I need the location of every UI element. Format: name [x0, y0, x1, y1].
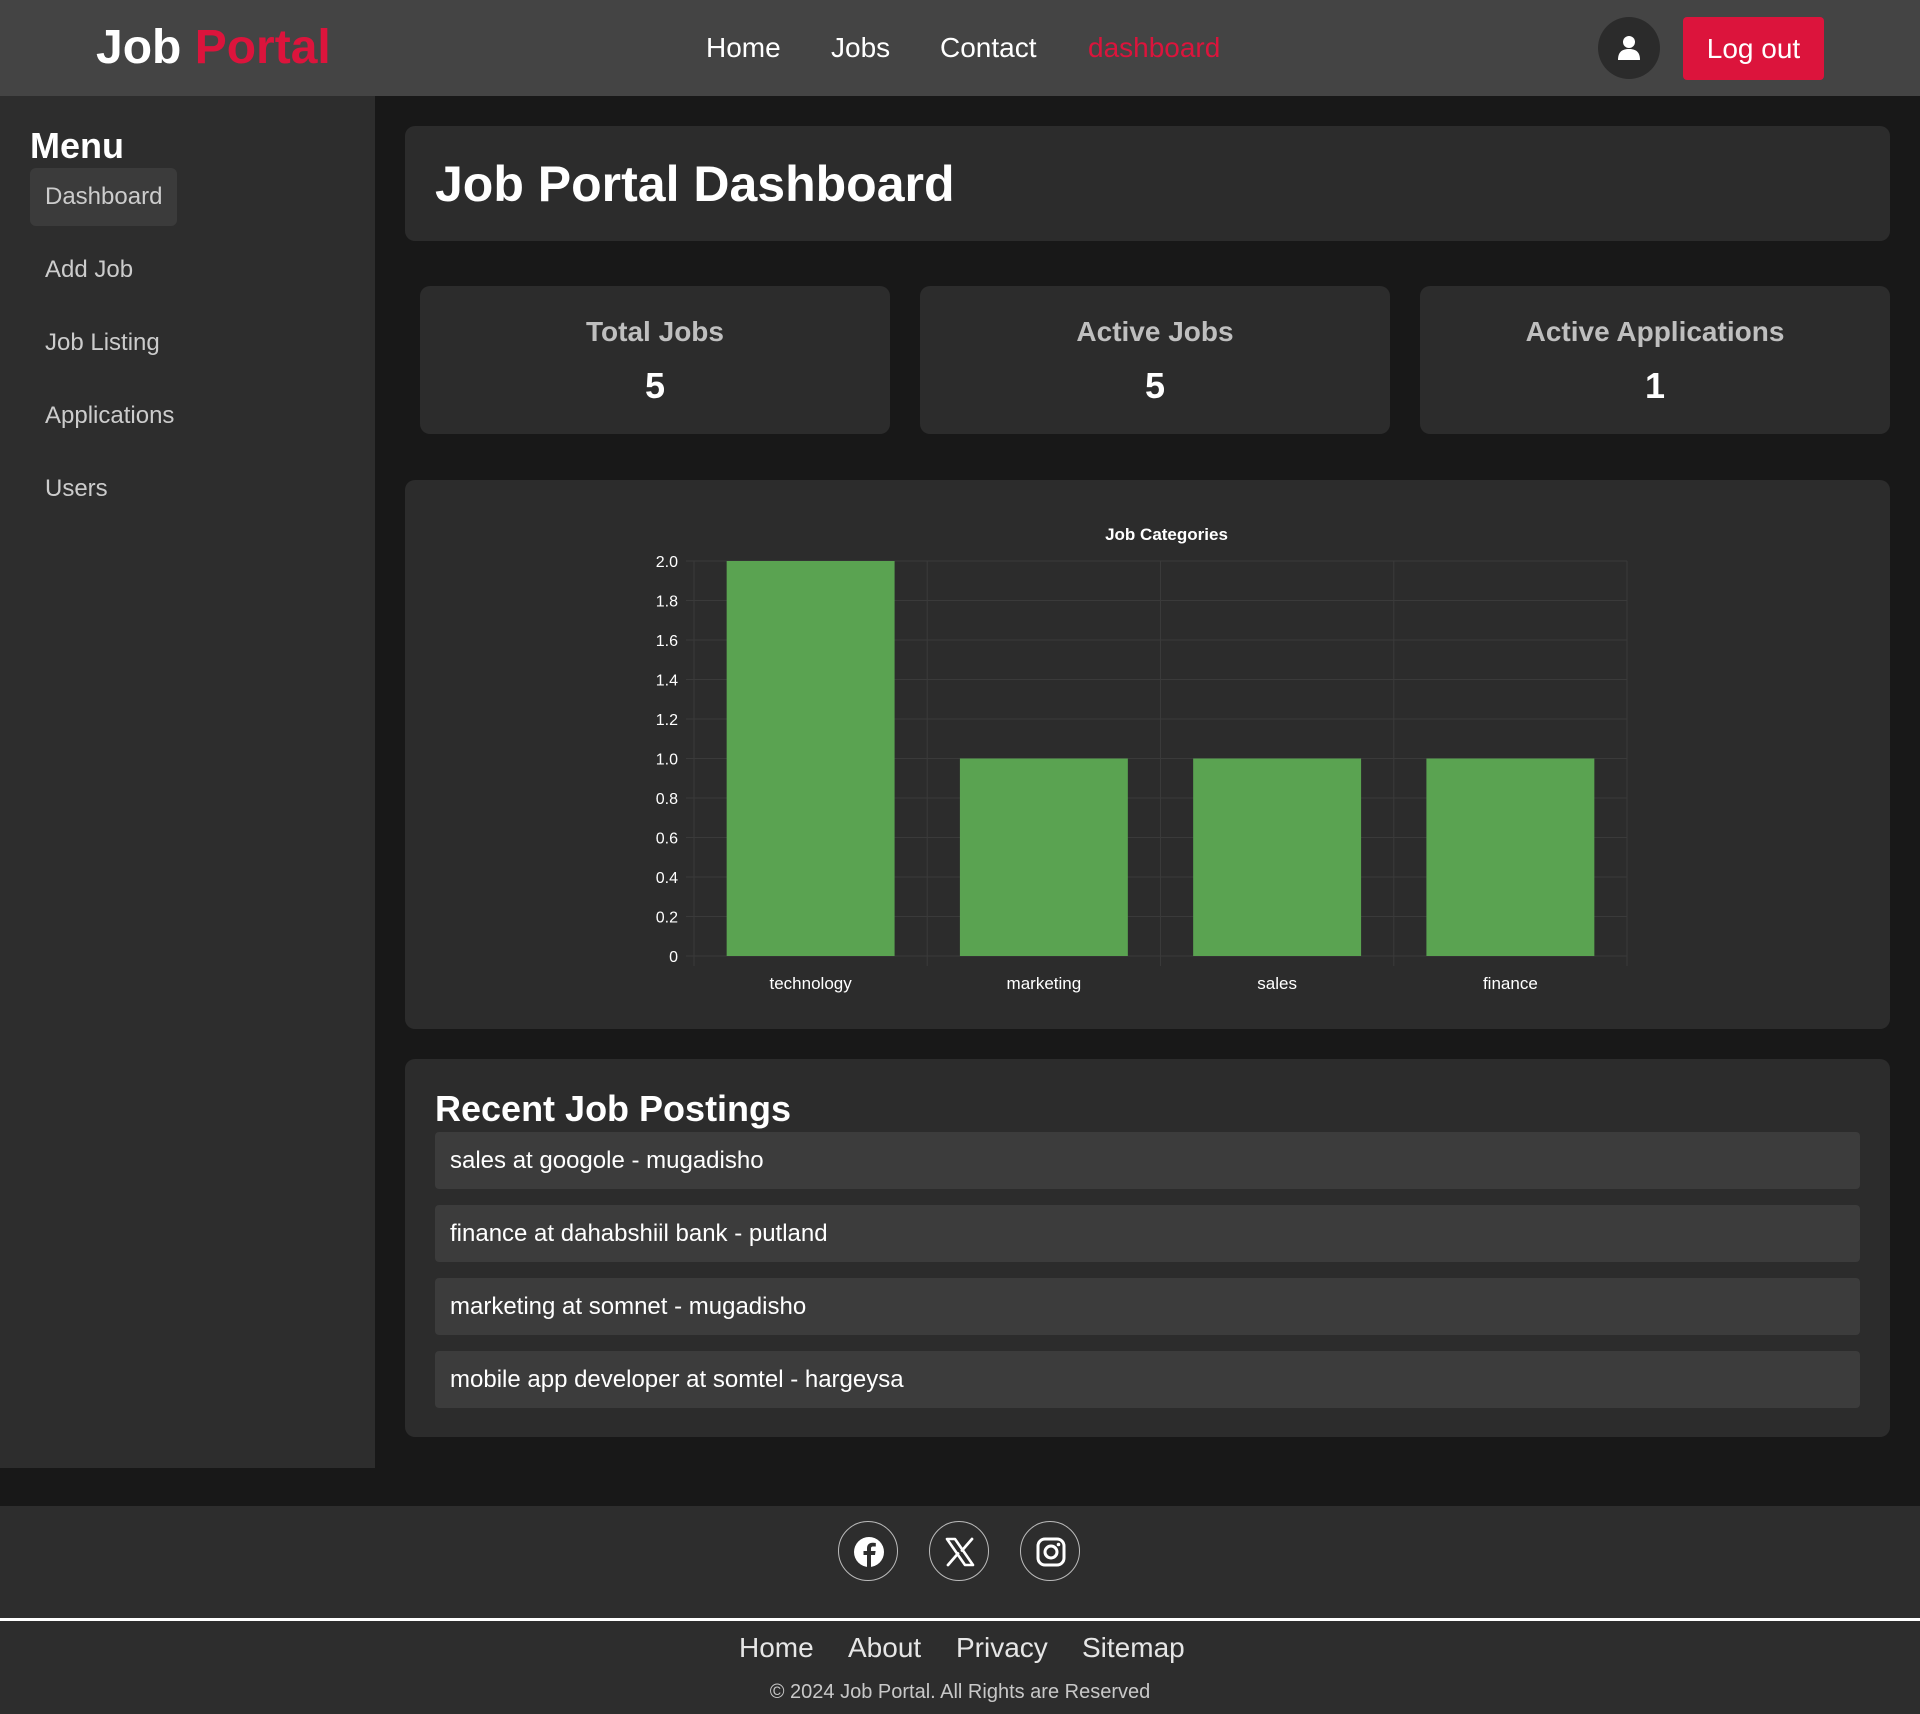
y-tick-label: 0.8 — [656, 791, 678, 808]
stat-label: Active Jobs — [1076, 316, 1234, 347]
stat-card-total-jobs: Total Jobs 5 — [420, 286, 890, 434]
sidebar-item-add-job[interactable]: Add Job — [45, 256, 134, 283]
dashboard-header-panel: Job Portal Dashboard — [405, 126, 1890, 241]
nav-jobs[interactable]: Jobs — [831, 32, 891, 63]
y-tick-label: 0.2 — [656, 910, 678, 927]
y-tick-label: 1.6 — [656, 633, 678, 650]
instagram-link[interactable] — [1020, 1521, 1080, 1581]
y-tick-label: 2.0 — [656, 554, 678, 571]
sidebar-item-dashboard[interactable]: Dashboard — [30, 168, 178, 226]
sidebar-item-applications[interactable]: Applications — [45, 402, 175, 429]
footer-link-sitemap[interactable]: Sitemap — [1082, 1632, 1185, 1663]
job-posting-item[interactable]: marketing at somnet - mugadisho — [435, 1278, 1860, 1335]
stat-card-active-applications: Active Applications 1 — [1420, 286, 1890, 434]
sidebar: Menu Dashboard Add Job Job Listing Appli… — [0, 96, 375, 1468]
nav-contact[interactable]: Contact — [940, 32, 1037, 63]
stat-value: 5 — [1144, 365, 1166, 406]
x-tick-label: marketing — [1007, 974, 1082, 993]
recent-postings-panel: Recent Job Postings sales at googole - m… — [405, 1059, 1890, 1437]
x-icon — [945, 1537, 975, 1567]
chart-bar-marketing — [959, 758, 1128, 956]
y-tick-label: 0.4 — [656, 870, 678, 887]
facebook-link[interactable] — [838, 1521, 898, 1581]
sidebar-item-users[interactable]: Users — [45, 475, 108, 502]
stat-value: 5 — [644, 365, 666, 406]
job-posting-item[interactable]: mobile app developer at somtel - hargeys… — [435, 1351, 1860, 1408]
job-posting-item[interactable]: finance at dahabshiil bank - putland — [435, 1205, 1860, 1262]
y-tick-label: 1.0 — [656, 752, 678, 769]
footer-link-home[interactable]: Home — [739, 1632, 814, 1663]
logout-button[interactable]: Log out — [1683, 17, 1824, 80]
site-logo[interactable]: Job Portal — [96, 20, 331, 76]
job-categories-chart-panel: Job Categories 0 0.2 0.4 0.6 0.8 1.0 1.2 1.4 1.6 1… — [405, 480, 1890, 1029]
chart-bar-finance — [1426, 758, 1595, 956]
job-posting-item[interactable]: sales at googole - mugadisho — [435, 1132, 1860, 1189]
x-tick-label: finance — [1483, 974, 1538, 993]
instagram-icon — [1036, 1537, 1066, 1567]
chart-title: Job Categories — [1105, 525, 1228, 544]
main-nav: Home Jobs Contact dashboard — [0, 28, 1920, 68]
facebook-icon — [854, 1537, 884, 1567]
nav-home[interactable]: Home — [706, 32, 781, 63]
job-categories-chart: Job Categories 0 0.2 0.4 0.6 0.8 1.0 1.2 1.4 1.6 1… — [656, 525, 1628, 993]
stat-card-active-jobs: Active Jobs 5 — [920, 286, 1390, 434]
sidebar-item-job-listing[interactable]: Job Listing — [45, 329, 160, 356]
stat-value: 1 — [1644, 365, 1666, 406]
chart-bar-technology — [726, 561, 895, 956]
user-profile-button[interactable] — [1598, 17, 1660, 79]
stat-label: Active Applications — [1525, 316, 1785, 347]
x-link[interactable] — [929, 1521, 989, 1581]
sidebar-title: Menu — [30, 125, 124, 166]
logo-text-job: Job — [96, 21, 182, 74]
y-tick-label: 1.2 — [656, 712, 678, 729]
footer-links: Home About Privacy Sitemap — [0, 1624, 1920, 1672]
x-tick-label: sales — [1257, 974, 1297, 993]
page-title: Job Portal Dashboard — [435, 156, 955, 212]
y-tick-label: 0.6 — [656, 831, 678, 848]
recent-postings-title: Recent Job Postings — [435, 1088, 792, 1129]
y-tick-label: 1.4 — [656, 673, 678, 690]
logo-text-portal: Portal — [194, 21, 331, 74]
x-tick-label: technology — [770, 974, 853, 993]
footer: Home About Privacy Sitemap © 2024 Job Po… — [0, 1506, 1920, 1714]
footer-link-privacy[interactable]: Privacy — [956, 1632, 1048, 1663]
nav-dashboard[interactable]: dashboard — [1088, 32, 1221, 63]
user-icon — [1618, 36, 1640, 60]
top-navbar: Job Portal Home Jobs Contact dashboard L… — [0, 0, 1920, 96]
chart-bar-sales — [1193, 758, 1362, 956]
stat-label: Total Jobs — [586, 316, 724, 347]
footer-link-about[interactable]: About — [848, 1632, 922, 1663]
y-tick-label: 0 — [669, 949, 678, 966]
y-tick-label: 1.8 — [656, 594, 678, 611]
copyright-text: © 2024 Job Portal. All Rights are Reserv… — [769, 1681, 1151, 1703]
footer-divider — [0, 1618, 1920, 1621]
